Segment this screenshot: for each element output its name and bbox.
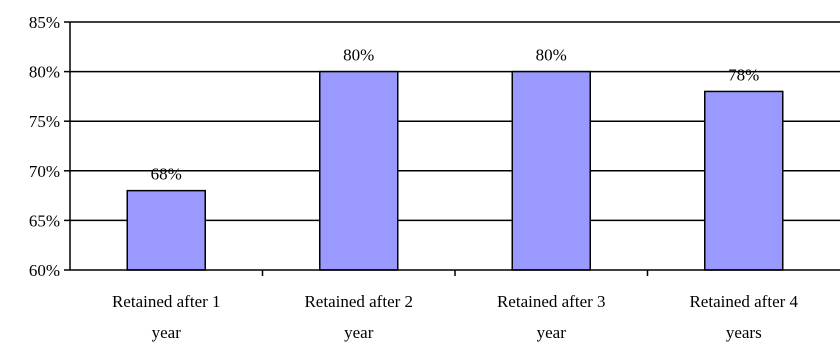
bar	[126, 189, 206, 271]
x-tick-label: Retained after 4	[689, 292, 798, 311]
y-tick-label: 60%	[29, 261, 60, 280]
y-tick-label: 70%	[29, 162, 60, 181]
y-tick-label: 85%	[29, 13, 60, 32]
y-tick-label: 80%	[29, 63, 60, 82]
x-tick-label: years	[726, 323, 762, 342]
data-label: 78%	[728, 65, 759, 84]
y-tick-label: 65%	[29, 211, 60, 230]
axes	[64, 21, 840, 276]
bar	[704, 90, 784, 271]
bar	[319, 70, 399, 271]
data-label: 80%	[536, 46, 567, 65]
labels: 60% 65% 70% 75% 80% 85% Retained after 1 year Re…	[29, 13, 799, 342]
data-label: 80%	[343, 46, 374, 65]
x-tick-label: Retained after 2	[304, 292, 413, 311]
data-label: 68%	[151, 165, 182, 184]
y-tick-label: 75%	[29, 112, 60, 131]
x-tick-label: year	[537, 323, 567, 342]
bars	[126, 70, 784, 271]
x-tick-label: year	[344, 323, 374, 342]
x-tick-label: Retained after 3	[497, 292, 606, 311]
x-tick-label: Retained after 1	[112, 292, 221, 311]
bar	[511, 70, 591, 271]
x-tick-label: year	[152, 323, 182, 342]
